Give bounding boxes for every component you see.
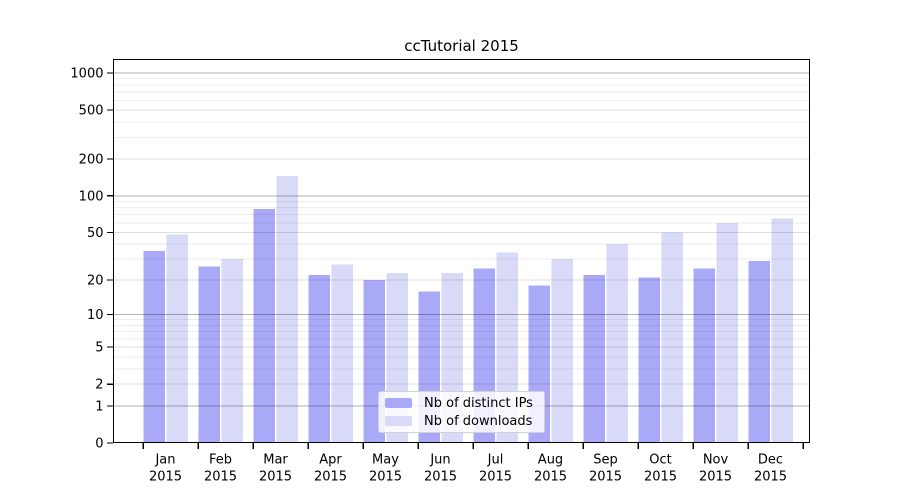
y-tick-label: 1 bbox=[95, 399, 103, 414]
chart-legend: Nb of distinct IPs Nb of downloads bbox=[378, 391, 545, 433]
bar-downloads-aug bbox=[551, 259, 574, 443]
x-tick-label-month: Jul bbox=[487, 453, 504, 468]
bar-downloads-apr bbox=[331, 264, 354, 443]
chart-title: ccTutorial 2015 bbox=[404, 37, 519, 55]
x-tick-label-month: Feb bbox=[209, 453, 232, 468]
y-tick-label: 1000 bbox=[70, 67, 103, 82]
y-tick-label: 500 bbox=[79, 104, 104, 119]
bar-downloads-jan bbox=[166, 234, 189, 443]
plot-frame bbox=[112, 58, 811, 444]
y-tick-label: 2 bbox=[95, 378, 103, 393]
bar-ips-oct bbox=[638, 277, 660, 443]
y-tick-label: 5 bbox=[95, 341, 103, 356]
x-tick-label-month: Nov bbox=[703, 453, 729, 468]
bar-downloads-feb bbox=[221, 259, 244, 443]
x-tick-label-month: Jun bbox=[429, 453, 450, 468]
x-tick-label-year: 2015 bbox=[204, 470, 237, 485]
bar-ips-apr bbox=[308, 275, 330, 443]
bar-downloads-nov bbox=[716, 222, 739, 443]
legend-item-distinct-ips: Nb of distinct IPs bbox=[379, 394, 544, 412]
y-tick-label: 10 bbox=[87, 308, 104, 323]
bar-ips-mar bbox=[253, 209, 275, 443]
y-tick-label: 0 bbox=[95, 437, 103, 452]
x-tick-label-month: Aug bbox=[538, 453, 563, 468]
bar-ips-nov bbox=[693, 268, 715, 443]
bar-ips-feb bbox=[198, 266, 220, 443]
y-tick-label: 200 bbox=[79, 153, 104, 168]
x-tick-label-month: Mar bbox=[263, 453, 288, 468]
legend-item-downloads: Nb of downloads bbox=[379, 412, 544, 430]
bar-downloads-mar bbox=[276, 176, 299, 443]
bar-downloads-sep bbox=[606, 244, 629, 443]
y-tick-label: 20 bbox=[87, 273, 104, 288]
x-tick-label-year: 2015 bbox=[479, 470, 512, 485]
x-tick-label-month: Dec bbox=[758, 453, 783, 468]
x-tick-label-month: Oct bbox=[649, 453, 671, 468]
x-tick-label-month: Apr bbox=[319, 453, 342, 468]
bar-downloads-dec bbox=[771, 218, 794, 443]
x-tick-label-month: May bbox=[372, 453, 399, 468]
legend-label-downloads: Nb of downloads bbox=[424, 413, 533, 429]
x-tick-label-year: 2015 bbox=[149, 470, 182, 485]
x-tick-label-year: 2015 bbox=[589, 470, 622, 485]
bar-downloads-oct bbox=[661, 232, 684, 443]
x-tick-label-month: Jan bbox=[154, 453, 175, 468]
bar-ips-sep bbox=[583, 275, 605, 443]
legend-swatch-downloads bbox=[385, 416, 412, 426]
y-tick-label: 100 bbox=[79, 189, 104, 204]
y-tick-label: 50 bbox=[87, 226, 104, 241]
x-tick-label-year: 2015 bbox=[369, 470, 402, 485]
legend-swatch-distinct-ips bbox=[385, 398, 412, 408]
x-tick-label-year: 2015 bbox=[754, 470, 787, 485]
x-tick-label-year: 2015 bbox=[699, 470, 732, 485]
x-tick-label-year: 2015 bbox=[314, 470, 347, 485]
x-tick-label-year: 2015 bbox=[644, 470, 677, 485]
x-tick-label-year: 2015 bbox=[259, 470, 292, 485]
bar-ips-dec bbox=[748, 260, 770, 443]
legend-label-distinct-ips: Nb of distinct IPs bbox=[424, 395, 533, 411]
bar-ips-jan bbox=[143, 251, 165, 443]
x-tick-label-month: Sep bbox=[593, 453, 618, 468]
x-tick-label-year: 2015 bbox=[424, 470, 457, 485]
x-tick-label-year: 2015 bbox=[534, 470, 567, 485]
